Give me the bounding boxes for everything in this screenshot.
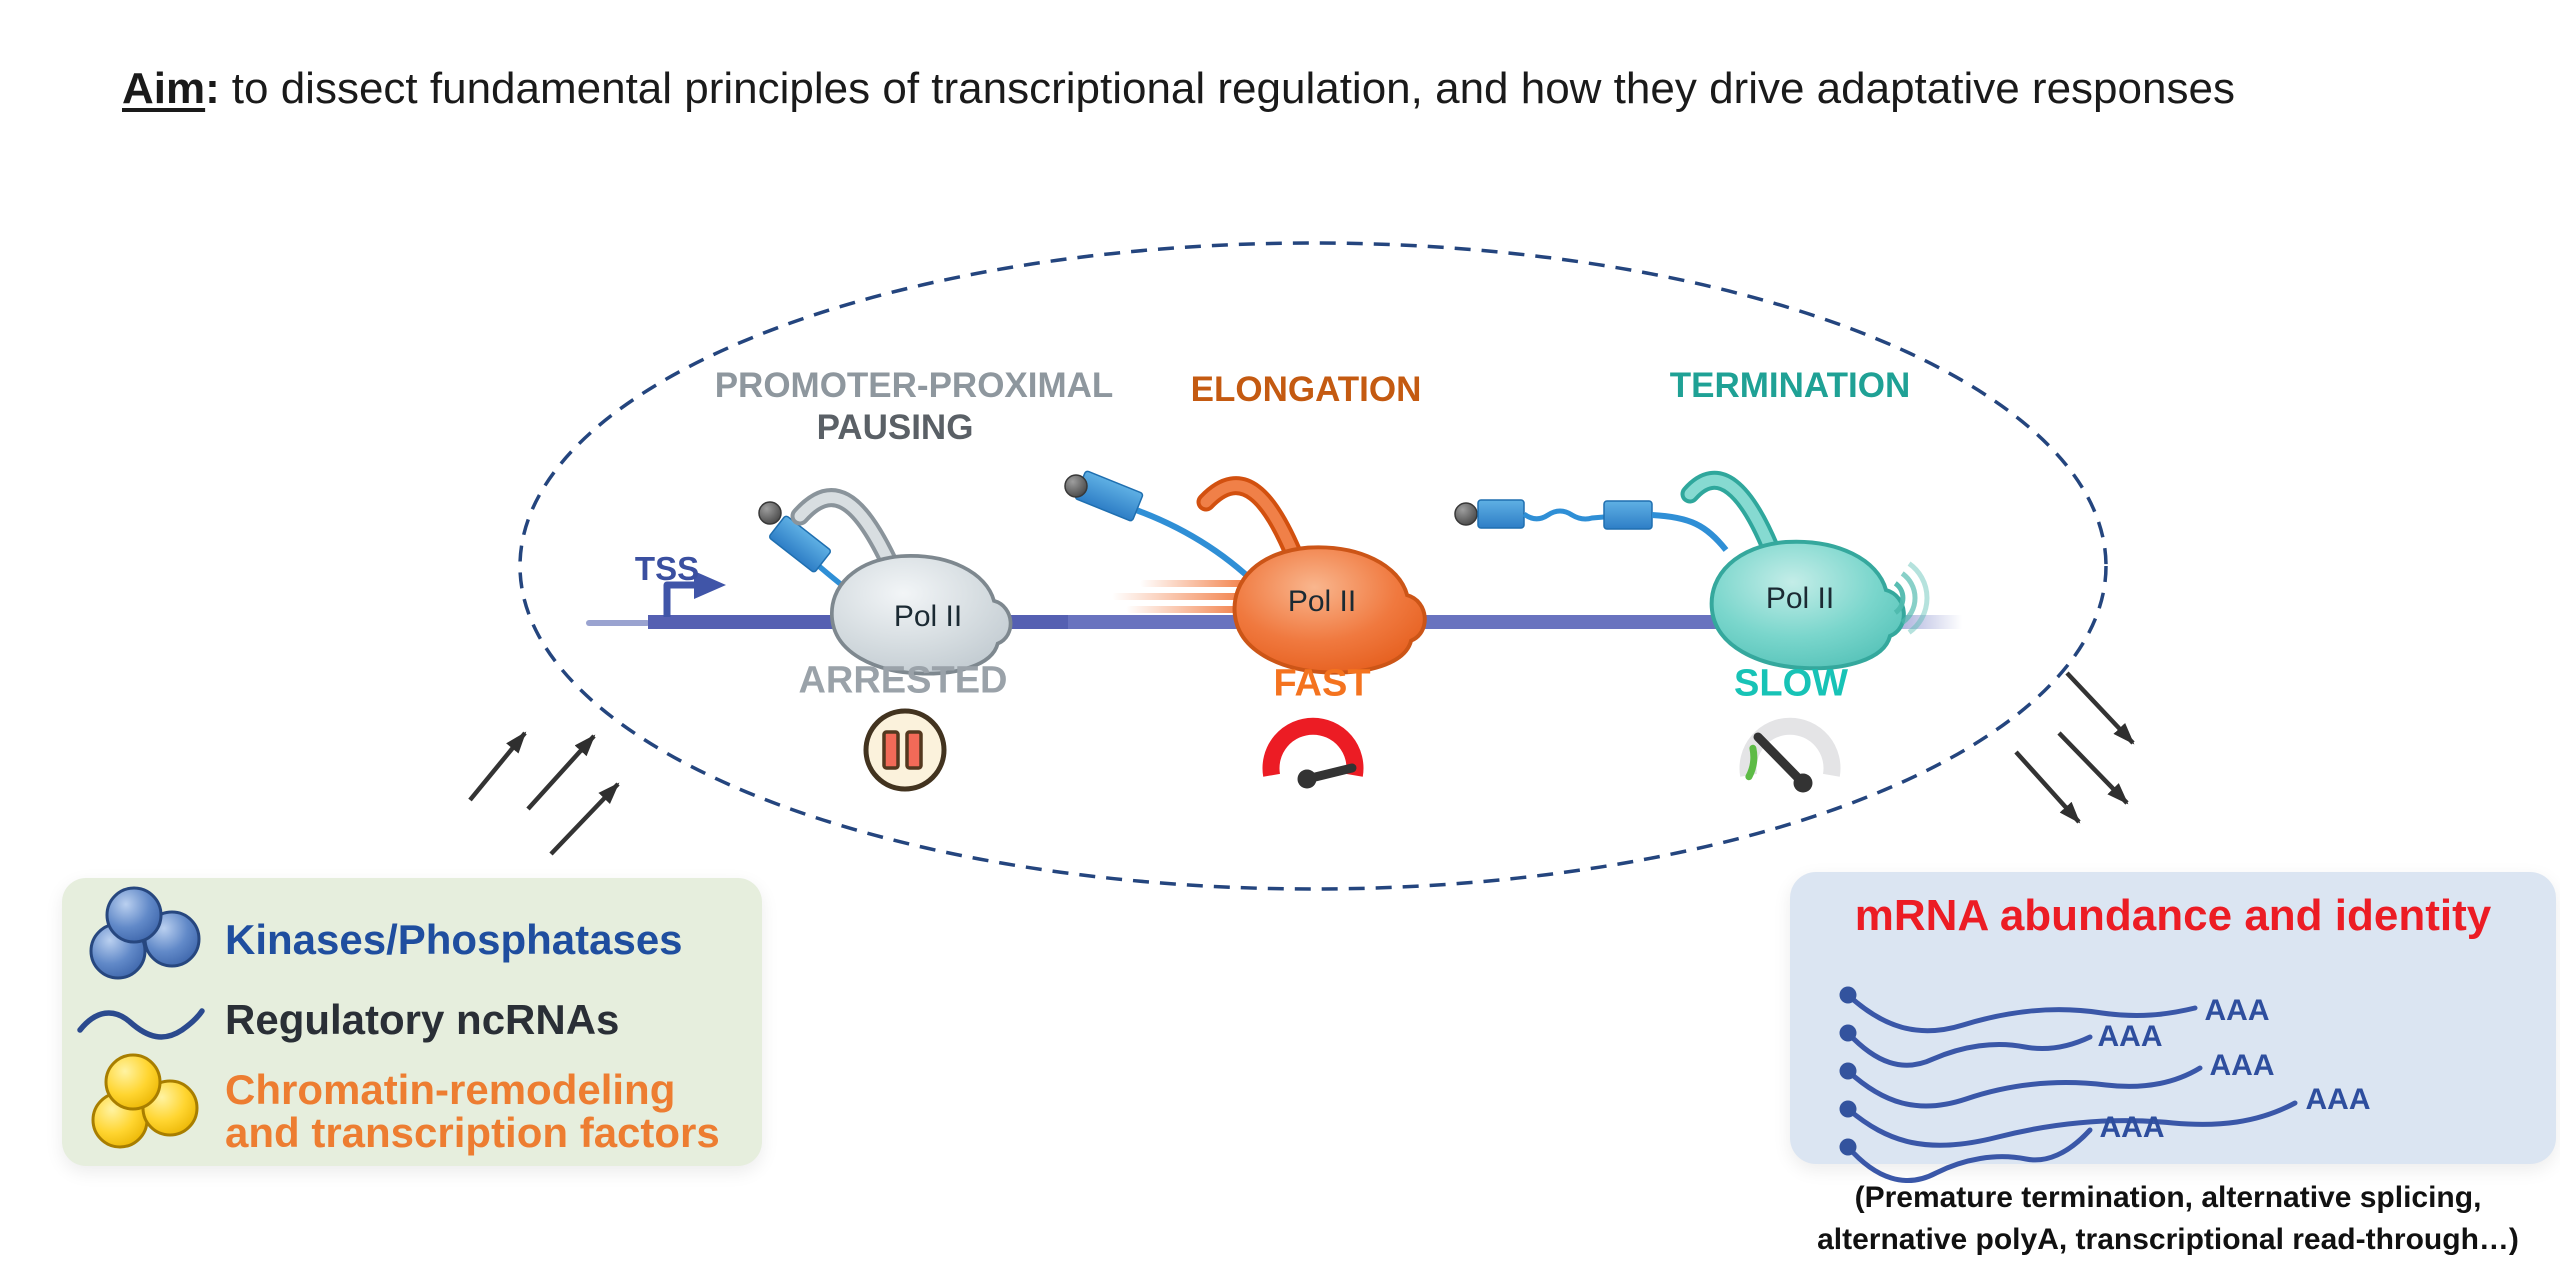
legend-label-chromatin-line1: Chromatin-remodeling bbox=[225, 1066, 676, 1113]
aim-text: to dissect fundamental principles of tra… bbox=[231, 64, 2235, 113]
rna-exon bbox=[1603, 500, 1653, 530]
state-label-arrested: ARRESTED bbox=[798, 659, 1008, 702]
stage-label-elongation: ELONGATION bbox=[1190, 370, 1422, 409]
legend-label-kinases: Kinases/Phosphatases bbox=[225, 916, 683, 963]
pol-ii-label-paused: Pol II bbox=[893, 600, 963, 633]
aim-label: Aim bbox=[122, 64, 206, 113]
speed-line bbox=[1126, 606, 1248, 613]
poly-a-label: AAA bbox=[2305, 1083, 2371, 1116]
elongating-polymerase bbox=[1064, 470, 1427, 675]
mrna-caption-line2: alternative polyA, transcriptional read-… bbox=[1817, 1223, 2519, 1256]
rna-cap-ball bbox=[1064, 474, 1088, 498]
rna-cap-exon bbox=[768, 515, 832, 573]
vibration-arcs-icon bbox=[1893, 561, 1930, 635]
pol-ii-label-elongating: Pol II bbox=[1287, 585, 1357, 618]
input-arrows bbox=[468, 731, 620, 856]
poly-a-label: AAA bbox=[2097, 1020, 2163, 1053]
speed-line bbox=[1140, 580, 1252, 587]
stage-label-pausing: PAUSING bbox=[816, 408, 974, 447]
rna-cap-ball bbox=[758, 501, 782, 525]
pause-icon bbox=[863, 708, 947, 792]
output-arrows bbox=[2014, 671, 2135, 824]
paused-polymerase bbox=[758, 488, 1013, 676]
fast-gauge-icon bbox=[1262, 717, 1364, 789]
rna-cap-exon bbox=[1074, 470, 1144, 522]
dna-line bbox=[586, 615, 1962, 629]
poly-a-label: AAA bbox=[2204, 994, 2270, 1027]
stage-label-promoter-proximal: PROMOTER-PROXIMAL bbox=[714, 366, 1114, 405]
terminating-polymerase bbox=[1454, 470, 1930, 671]
poly-a-label: AAA bbox=[2099, 1111, 2165, 1144]
rna-cap-ball bbox=[1454, 502, 1478, 526]
mrna-caption-line1: (Premature termination, alternative spli… bbox=[1854, 1181, 2482, 1214]
state-label-slow: SLOW bbox=[1734, 662, 1848, 705]
transcription-cycle-ellipse bbox=[518, 241, 2108, 891]
mrna-panel-title: mRNA abundance and identity bbox=[1854, 891, 2492, 940]
state-label-fast: FAST bbox=[1273, 662, 1371, 705]
pol-ii-label-terminating: Pol II bbox=[1765, 582, 1835, 615]
tss-label: TSS bbox=[634, 550, 700, 587]
speed-line bbox=[1112, 593, 1252, 600]
stage-label-termination: TERMINATION bbox=[1669, 366, 1911, 405]
poly-a-label: AAA bbox=[2209, 1049, 2275, 1082]
rna-exon bbox=[1477, 499, 1525, 529]
legend-label-chromatin-line2: and transcription factors bbox=[225, 1109, 720, 1156]
legend-label-ncrnas: Regulatory ncRNAs bbox=[225, 996, 620, 1043]
slide-title: Aim: to dissect fundamental principles of… bbox=[122, 64, 2235, 113]
slow-gauge-icon bbox=[1739, 717, 1841, 793]
